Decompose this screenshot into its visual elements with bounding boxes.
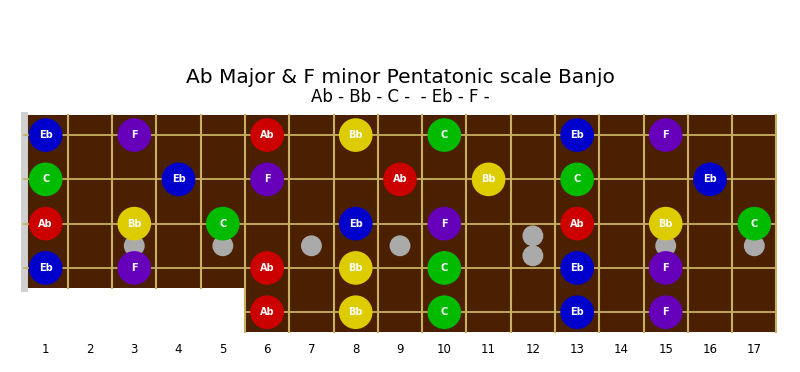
- Text: 4: 4: [174, 343, 182, 356]
- Circle shape: [694, 163, 727, 196]
- Text: F: F: [131, 263, 138, 273]
- Text: Bb: Bb: [127, 219, 142, 229]
- Text: Ab - Bb - C -  - Eb - F -: Ab - Bb - C - - Eb - F -: [310, 89, 490, 106]
- Circle shape: [560, 118, 594, 152]
- Text: Ab: Ab: [260, 130, 274, 140]
- Text: Ab: Ab: [570, 219, 585, 229]
- Circle shape: [206, 207, 240, 240]
- Circle shape: [560, 251, 594, 285]
- Text: 17: 17: [747, 343, 762, 356]
- Text: C: C: [441, 130, 448, 140]
- Text: 7: 7: [308, 343, 315, 356]
- Text: 16: 16: [702, 343, 718, 356]
- Text: Ab Major & F minor Pentatonic scale Banjo: Ab Major & F minor Pentatonic scale Banj…: [186, 68, 614, 87]
- Circle shape: [118, 207, 151, 240]
- Circle shape: [523, 246, 542, 266]
- Circle shape: [339, 207, 373, 240]
- Text: 15: 15: [658, 343, 673, 356]
- Text: 13: 13: [570, 343, 585, 356]
- Circle shape: [213, 236, 233, 256]
- Circle shape: [250, 295, 284, 329]
- Text: Bb: Bb: [349, 130, 363, 140]
- Text: C: C: [219, 219, 226, 229]
- Text: C: C: [441, 307, 448, 317]
- Circle shape: [427, 295, 461, 329]
- Circle shape: [118, 118, 151, 152]
- Text: 2: 2: [86, 343, 94, 356]
- Text: F: F: [131, 130, 138, 140]
- Circle shape: [29, 118, 62, 152]
- Circle shape: [472, 163, 506, 196]
- Text: Bb: Bb: [482, 174, 496, 185]
- Text: F: F: [662, 130, 669, 140]
- Circle shape: [745, 236, 764, 256]
- Text: Eb: Eb: [703, 174, 717, 185]
- Circle shape: [523, 226, 542, 246]
- Circle shape: [339, 118, 373, 152]
- Text: C: C: [750, 219, 758, 229]
- Text: Eb: Eb: [570, 130, 584, 140]
- Text: Bb: Bb: [349, 307, 363, 317]
- Text: 8: 8: [352, 343, 359, 356]
- Circle shape: [390, 236, 410, 256]
- Text: C: C: [42, 174, 50, 185]
- Circle shape: [738, 207, 771, 240]
- Text: F: F: [441, 219, 448, 229]
- Bar: [23, 115, 777, 288]
- Text: 11: 11: [481, 343, 496, 356]
- Circle shape: [339, 251, 373, 285]
- Text: C: C: [574, 174, 581, 185]
- Circle shape: [302, 236, 321, 256]
- Circle shape: [560, 163, 594, 196]
- Circle shape: [250, 251, 284, 285]
- Text: Bb: Bb: [658, 219, 673, 229]
- Circle shape: [427, 207, 461, 240]
- Text: Bb: Bb: [349, 263, 363, 273]
- Text: Eb: Eb: [39, 130, 53, 140]
- Text: F: F: [662, 307, 669, 317]
- Text: Ab: Ab: [38, 219, 53, 229]
- Text: 6: 6: [263, 343, 271, 356]
- Text: 5: 5: [219, 343, 226, 356]
- Circle shape: [29, 251, 62, 285]
- Text: Eb: Eb: [172, 174, 186, 185]
- Circle shape: [118, 251, 151, 285]
- Circle shape: [649, 207, 682, 240]
- Circle shape: [649, 295, 682, 329]
- Circle shape: [125, 236, 144, 256]
- Text: 3: 3: [130, 343, 138, 356]
- Text: Ab: Ab: [260, 263, 274, 273]
- Text: Ab: Ab: [393, 174, 407, 185]
- Circle shape: [383, 163, 417, 196]
- Circle shape: [649, 118, 682, 152]
- Circle shape: [656, 236, 675, 256]
- Circle shape: [560, 207, 594, 240]
- Text: 9: 9: [396, 343, 404, 356]
- Circle shape: [560, 295, 594, 329]
- Text: F: F: [662, 263, 669, 273]
- Text: 12: 12: [526, 343, 540, 356]
- Circle shape: [29, 207, 62, 240]
- Text: F: F: [264, 174, 270, 185]
- Circle shape: [162, 163, 195, 196]
- Text: Eb: Eb: [349, 219, 362, 229]
- Circle shape: [427, 251, 461, 285]
- Text: C: C: [441, 263, 448, 273]
- Bar: [245, 288, 777, 332]
- Circle shape: [339, 295, 373, 329]
- Circle shape: [29, 163, 62, 196]
- Text: 1: 1: [42, 343, 50, 356]
- Circle shape: [250, 163, 284, 196]
- Circle shape: [250, 118, 284, 152]
- Text: Ab: Ab: [260, 307, 274, 317]
- Text: 10: 10: [437, 343, 452, 356]
- Text: 14: 14: [614, 343, 629, 356]
- Circle shape: [427, 118, 461, 152]
- Text: Eb: Eb: [570, 307, 584, 317]
- Text: Eb: Eb: [570, 263, 584, 273]
- Circle shape: [649, 251, 682, 285]
- Text: Eb: Eb: [39, 263, 53, 273]
